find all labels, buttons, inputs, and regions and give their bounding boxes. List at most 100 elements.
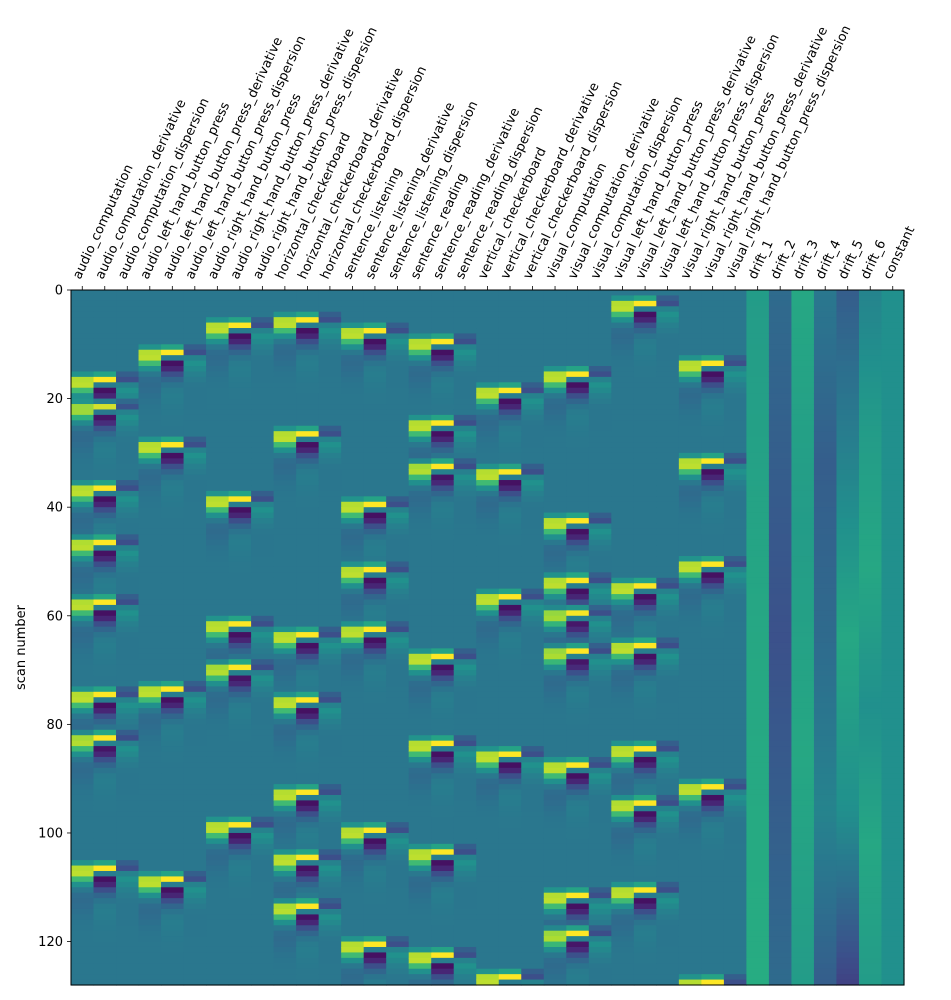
cell-visual_computation_derivative-74	[566, 691, 590, 698]
cell-audio_right_hand_button_press-114	[206, 908, 230, 916]
cell-vertical_checkerboard_derivative-56	[498, 594, 522, 601]
cell-sentence_listening-94	[341, 800, 365, 807]
cell-horizontal_checkerboard_derivative-66	[296, 648, 320, 655]
cell-sentence_listening_dispersion-100	[386, 832, 410, 839]
cell-sentence_reading-113	[408, 903, 432, 910]
cell-visual_right_hand_button_press_dispersion-112	[723, 898, 747, 905]
cell-constant-8	[881, 333, 905, 340]
cell-vertical_checkerboard_dispersion-15	[521, 371, 545, 378]
cell-visual_left_hand_button_press_dispersion-111	[656, 892, 680, 899]
cell-drift_6-21	[858, 404, 883, 411]
cell-vertical_checkerboard_dispersion-32	[521, 463, 545, 470]
cell-audio_computation_derivative-39	[93, 501, 117, 508]
cell-sentence_reading-80	[408, 724, 432, 731]
cell-sentence_listening-91	[341, 784, 365, 791]
cell-visual_left_hand_button_press_dispersion-23	[656, 414, 680, 421]
cell-sentence_reading-84	[408, 746, 432, 753]
cell-horizontal_checkerboard_dispersion-31	[318, 458, 342, 465]
cell-sentence_reading-105	[408, 860, 432, 867]
cell-drift_1-33	[746, 469, 770, 476]
cell-visual_computation_derivative-61	[566, 621, 590, 628]
cell-sentence_listening_derivative-16	[363, 376, 387, 383]
cell-audio_left_hand_button_press_dispersion-82	[183, 735, 207, 742]
cell-vertical_checkerboard-19	[476, 393, 500, 400]
cell-visual_computation_derivative-83	[566, 740, 590, 747]
cell-visual_left_hand_button_press_dispersion-119	[656, 936, 680, 943]
cell-sentence_listening-2	[341, 300, 365, 307]
cell-vertical_checkerboard_dispersion-102	[521, 843, 545, 850]
cell-sentence_listening-34	[341, 474, 365, 481]
cell-visual_computation-84	[543, 746, 567, 753]
cell-drift_1-14	[746, 366, 770, 373]
cell-horizontal_checkerboard_dispersion-59	[318, 610, 342, 617]
cell-visual_right_hand_button_press-79	[678, 718, 702, 725]
cell-audio_computation_dispersion-62	[116, 626, 140, 633]
cell-audio_computation_derivative-109	[93, 881, 117, 888]
cell-sentence_reading-104	[408, 854, 432, 861]
cell-drift_4-32	[813, 463, 838, 470]
cell-visual_right_hand_button_press-82	[678, 735, 702, 742]
cell-constant-11	[881, 349, 905, 356]
cell-drift_6-0	[858, 290, 883, 297]
cell-drift_5-64	[836, 637, 860, 644]
cell-visual_computation_dispersion-111	[588, 892, 612, 899]
cell-audio_computation_dispersion-52	[116, 572, 140, 579]
cell-sentence_listening_dispersion-125	[386, 968, 410, 975]
cell-visual_computation_dispersion-85	[588, 751, 612, 758]
cell-sentence_listening_dispersion-89	[386, 773, 410, 780]
cell-audio_left_hand_button_press_derivative-3	[161, 306, 185, 313]
cell-sentence_reading_derivative-95	[431, 805, 455, 812]
cell-drift_2-16	[768, 376, 793, 383]
cell-visual_left_hand_button_press_dispersion-8	[656, 333, 680, 340]
cell-visual_computation-33	[543, 469, 567, 476]
cell-drift_3-8	[791, 333, 815, 340]
cell-audio_right_hand_button_press-118	[206, 930, 230, 937]
cell-drift_6-122	[858, 952, 883, 959]
cell-drift_4-14	[813, 366, 838, 373]
cell-audio_computation-87	[71, 762, 95, 769]
cell-sentence_reading_dispersion-8	[453, 333, 477, 340]
cell-drift_4-100	[813, 832, 838, 839]
cell-visual_computation-116	[543, 919, 567, 926]
cell-visual_left_hand_button_press_dispersion-66	[656, 648, 680, 655]
cell-visual_left_hand_button_press_dispersion-103	[656, 849, 680, 856]
cell-audio_computation-64	[71, 637, 95, 644]
cell-drift_3-4	[791, 311, 815, 318]
cell-audio_left_hand_button_press_derivative-26	[161, 431, 185, 438]
cell-constant-75	[881, 697, 905, 704]
cell-sentence_listening_dispersion-86	[386, 756, 410, 763]
cell-constant-4	[881, 311, 905, 318]
cell-visual_left_hand_button_press-100	[611, 832, 635, 839]
cell-vertical_checkerboard_dispersion-12	[521, 355, 545, 362]
cell-vertical_checkerboard_dispersion-45	[521, 534, 545, 541]
cell-audio_right_hand_button_press-90	[206, 778, 230, 785]
cell-horizontal_checkerboard_dispersion-101	[318, 838, 342, 845]
cell-visual_left_hand_button_press_dispersion-115	[656, 914, 680, 921]
cell-sentence_listening_derivative-34	[363, 474, 387, 481]
cell-horizontal_checkerboard_dispersion-58	[318, 604, 342, 611]
cell-horizontal_checkerboard_derivative-1	[296, 295, 320, 302]
cell-audio_left_hand_button_press_derivative-98	[161, 822, 185, 829]
cell-drift_5-53	[836, 577, 860, 584]
cell-audio_right_hand_button_press-8	[206, 333, 230, 340]
cell-drift_2-24	[768, 420, 793, 427]
cell-vertical_checkerboard_derivative-6	[498, 322, 522, 329]
cell-drift_4-115	[813, 914, 838, 921]
cell-vertical_checkerboard_dispersion-43	[521, 523, 545, 530]
cell-sentence_reading_derivative-67	[431, 653, 455, 660]
cell-vertical_checkerboard-43	[476, 523, 500, 530]
cell-constant-104	[881, 854, 905, 861]
cell-audio_left_hand_button_press-89	[138, 773, 162, 780]
cell-sentence_reading-25	[408, 425, 432, 432]
cell-vertical_checkerboard_dispersion-46	[521, 539, 545, 546]
cell-audio_left_hand_button_press_dispersion-65	[183, 642, 207, 649]
cell-visual_right_hand_button_press_derivative-45	[701, 534, 725, 541]
cell-drift_4-86	[813, 756, 838, 763]
cell-horizontal_checkerboard-69	[273, 664, 297, 671]
cell-audio_left_hand_button_press_derivative-90	[161, 778, 185, 785]
cell-drift_5-116	[836, 919, 860, 926]
cell-vertical_checkerboard_dispersion-80	[521, 724, 545, 731]
cell-visual_left_hand_button_press-42	[611, 518, 635, 525]
cell-visual_left_hand_button_press-86	[611, 756, 635, 763]
cell-visual_left_hand_button_press_dispersion-118	[656, 930, 680, 937]
